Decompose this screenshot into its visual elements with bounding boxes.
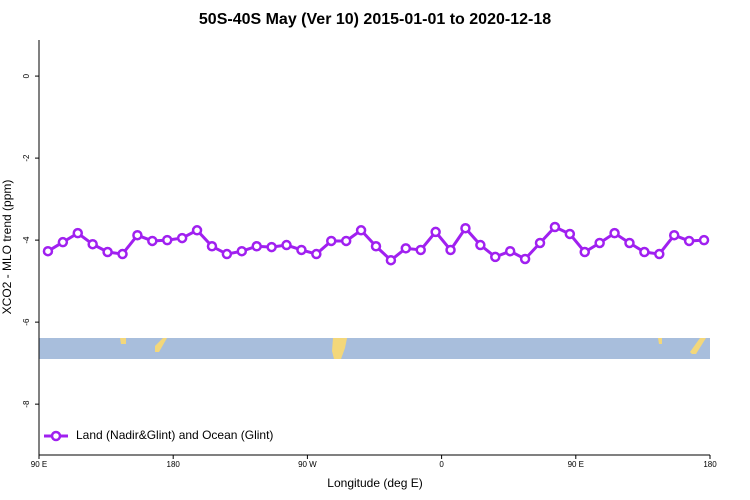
point <box>266 241 277 253</box>
point <box>668 229 680 241</box>
point <box>534 237 546 249</box>
point <box>594 237 605 249</box>
point <box>72 227 84 239</box>
legend: Land (Nadir&Glint) and Ocean (Glint) <box>44 428 273 442</box>
point <box>326 235 337 247</box>
point <box>519 253 531 265</box>
legend-marker <box>50 430 62 442</box>
x-tick-label: 90 E <box>568 460 584 469</box>
point <box>460 222 471 234</box>
y-axis-label: XCO2 - MLO trend (ppm) <box>0 180 14 315</box>
x-tick-label: 180 <box>703 460 717 469</box>
point <box>654 248 665 260</box>
y-tick-label: -6 <box>22 318 31 326</box>
point <box>176 232 188 244</box>
point <box>57 236 69 248</box>
legend-label: Land (Nadir&Glint) and Ocean (Glint) <box>76 428 273 442</box>
x-tick-label: 180 <box>167 460 181 469</box>
point <box>609 227 620 239</box>
point <box>698 234 710 246</box>
point <box>400 243 412 254</box>
x-tick-label: 0 <box>439 460 444 469</box>
point <box>191 225 203 236</box>
chart-title: 50S-40S May (Ver 10) 2015-01-01 to 2020-… <box>199 11 551 28</box>
point <box>504 245 516 257</box>
point <box>296 244 307 256</box>
point <box>311 248 322 260</box>
point <box>251 241 262 252</box>
point <box>624 237 635 249</box>
point <box>87 238 98 250</box>
point <box>475 239 486 251</box>
y-tick-label: -8 <box>22 400 31 408</box>
point <box>370 241 382 252</box>
ocean-band <box>39 338 710 359</box>
point <box>579 246 590 258</box>
point <box>161 234 173 246</box>
point <box>340 235 352 247</box>
point <box>564 228 576 240</box>
y-tick-label: -2 <box>22 154 31 162</box>
point <box>132 229 143 241</box>
x-tick-label: 90 E <box>31 460 47 469</box>
point <box>639 246 650 258</box>
point <box>385 254 397 266</box>
y-tick-label: -4 <box>22 236 31 244</box>
point <box>355 225 367 236</box>
point <box>206 241 218 252</box>
point <box>42 245 54 257</box>
point <box>117 248 128 260</box>
point <box>430 226 441 238</box>
point <box>549 221 561 233</box>
map-strip <box>39 338 710 359</box>
point <box>445 244 456 256</box>
point <box>102 246 113 258</box>
x-axis-label: Longitude (deg E) <box>327 476 422 490</box>
point <box>147 235 158 247</box>
point <box>281 239 292 251</box>
point <box>221 248 233 260</box>
y-tick-label: 0 <box>22 73 31 78</box>
point <box>415 244 426 256</box>
point <box>490 251 501 263</box>
x-tick-label: 90 W <box>298 460 317 469</box>
point <box>683 235 695 247</box>
point <box>236 245 248 257</box>
